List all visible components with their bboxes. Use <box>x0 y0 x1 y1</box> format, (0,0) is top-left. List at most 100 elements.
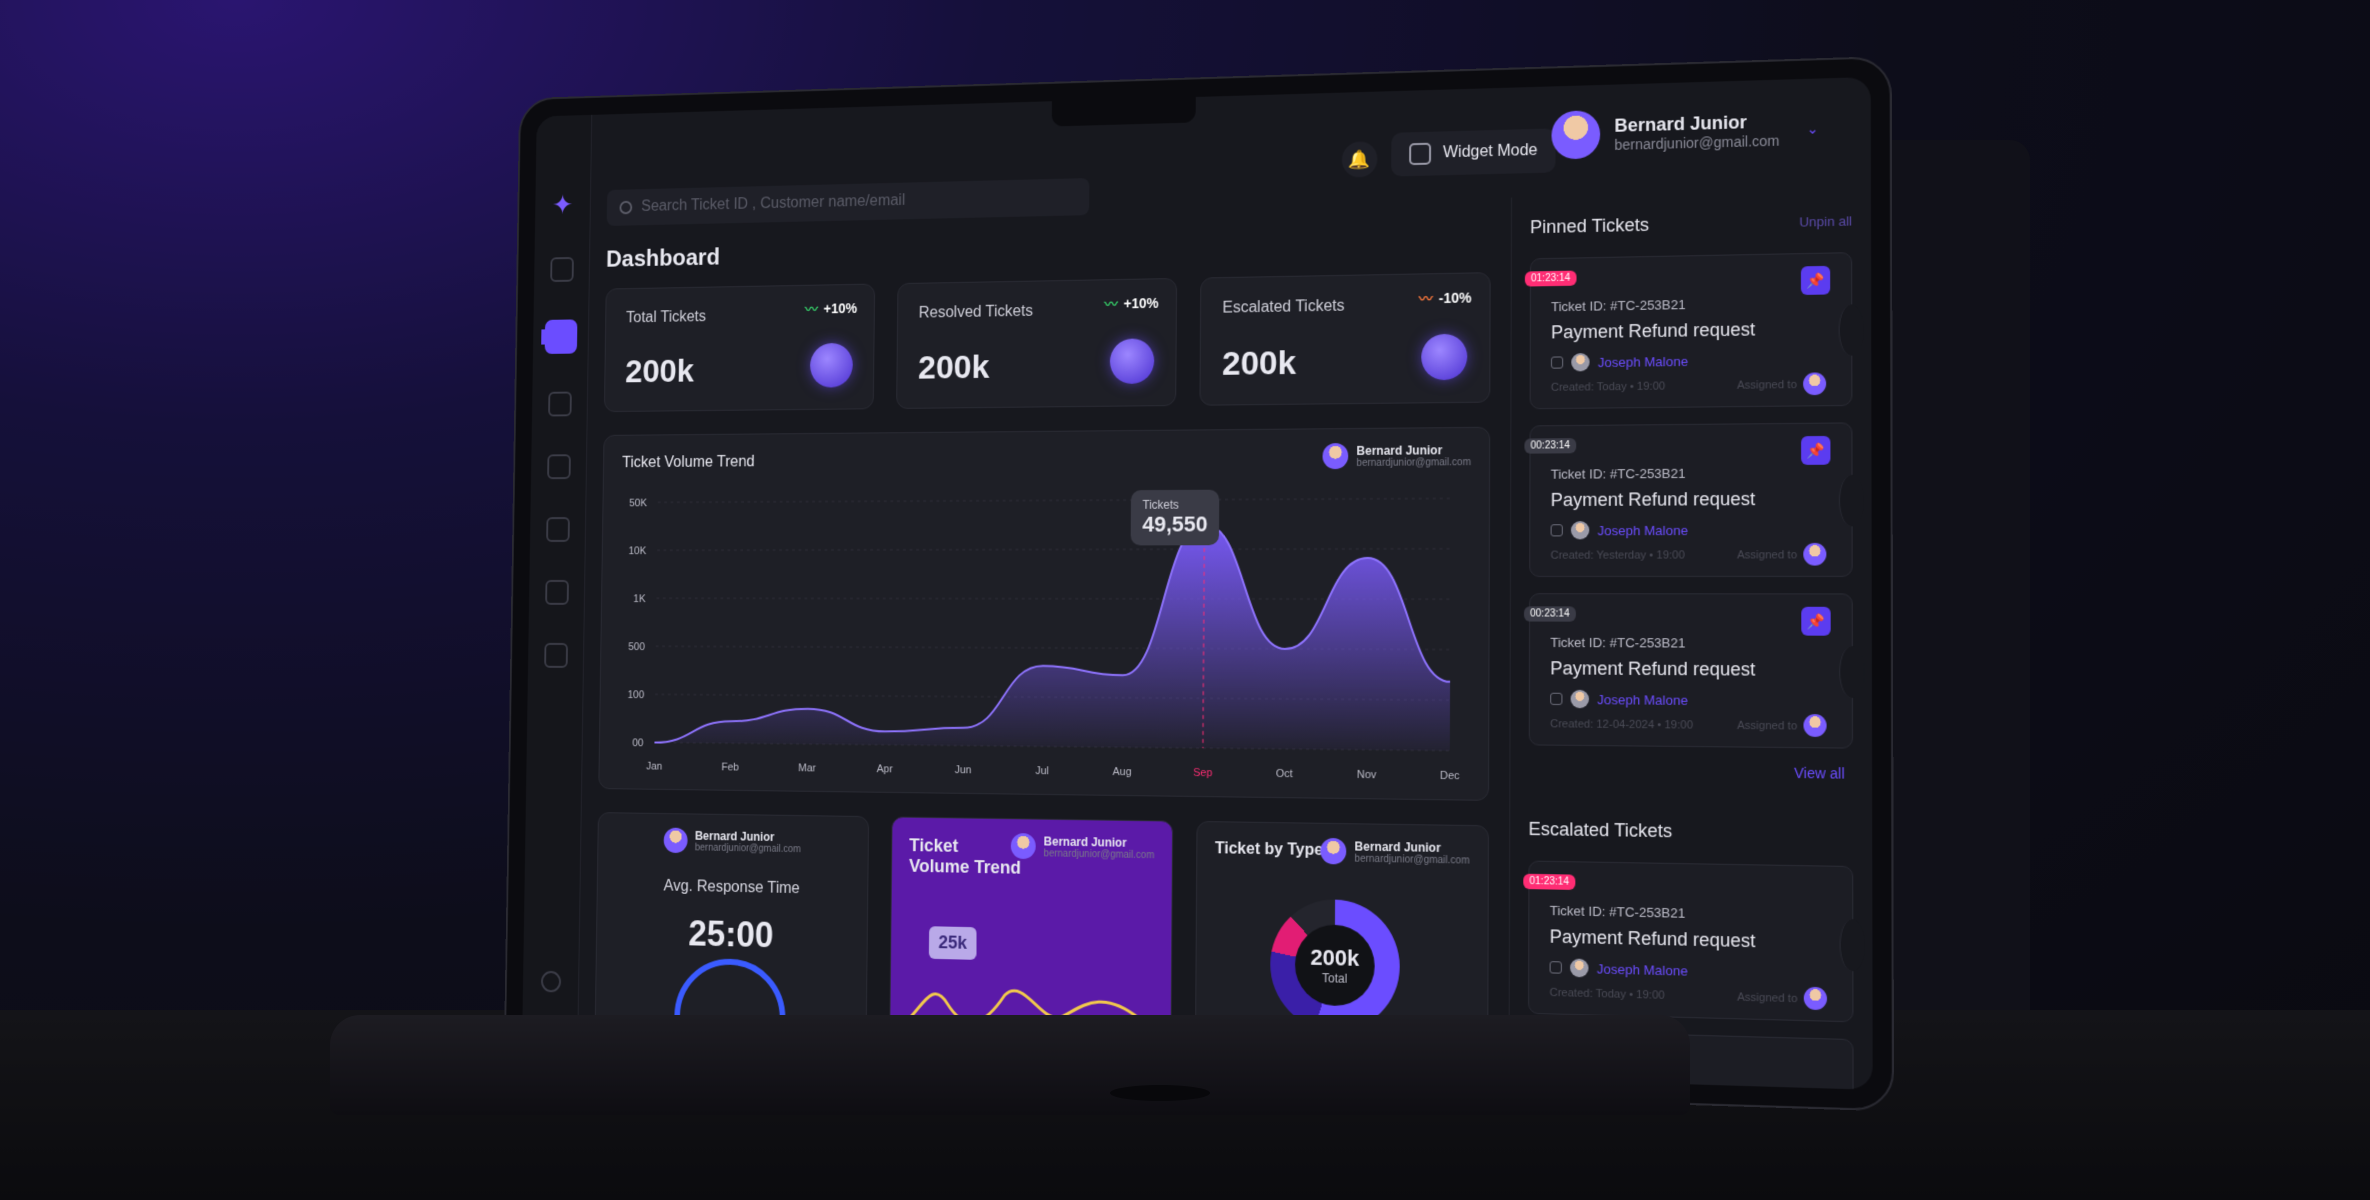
customer-name[interactable]: Joseph Malone <box>1597 522 1689 538</box>
y-tick-label: 10K <box>628 545 646 557</box>
view-all-link[interactable]: View all <box>1794 764 1845 782</box>
customer-name[interactable]: Joseph Malone <box>1596 960 1688 979</box>
owner-email: bernardjunior@gmail.com <box>1354 853 1470 867</box>
pin-icon[interactable]: 📌 <box>1801 435 1831 465</box>
created-time: Created: Yesterday • 19:00 <box>1550 549 1685 562</box>
assigned-label: Assigned to <box>1737 719 1798 733</box>
channel-icon <box>1549 961 1562 974</box>
stat-card-total[interactable]: Total Tickets 200k 〰 +10% <box>603 283 876 413</box>
ticket-id: Ticket ID: #TC-253B21 <box>1549 902 1686 921</box>
ticket-card[interactable]: 01:23:14 Ticket ID: #TC-253B21 Payment R… <box>1523 860 1866 1023</box>
escalated-header: Escalated Tickets <box>1528 819 1853 845</box>
sla-timer-badge: 01:23:14 <box>1524 270 1577 287</box>
chart-owner: Bernard Junior bernardjunior@gmail.com <box>1322 442 1471 470</box>
search-bar[interactable]: Search Ticket ID , Customer name/email <box>606 178 1090 226</box>
main-content: Dashboard Total Tickets 200k 〰 +10% Reso… <box>594 228 1491 1078</box>
notification-bell-icon[interactable]: 🔔 <box>1341 141 1378 178</box>
trend-down-icon: 〰 <box>1418 290 1433 307</box>
escalated-title: Escalated Tickets <box>1528 818 1673 842</box>
y-tick-label: 500 <box>628 641 645 653</box>
search-icon <box>619 200 633 215</box>
avatar <box>1322 443 1349 470</box>
chevron-down-icon[interactable]: ⌄ <box>1806 119 1819 137</box>
card-owner: Bernard Junior bernardjunior@gmail.com <box>1011 833 1154 861</box>
stat-card-escalated[interactable]: Escalated Tickets 200k 〰 -10% <box>1199 272 1491 406</box>
avatar[interactable] <box>1803 542 1827 566</box>
pin-icon[interactable]: 📌 <box>1800 265 1831 295</box>
ticket-title: Payment Refund request <box>1551 319 1756 343</box>
ticket-customer: Joseph Malone <box>1550 520 1831 540</box>
trend-value: +10% <box>1123 294 1159 312</box>
stats-row: Total Tickets 200k 〰 +10% Resolved Ticke… <box>603 272 1491 413</box>
pin-icon[interactable]: 📌 <box>1801 606 1831 636</box>
y-tick-label: 50K <box>629 497 647 509</box>
area-series[interactable] <box>654 523 1451 751</box>
chart-tooltip: Tickets 49,550 <box>1130 489 1220 546</box>
ticket-id: Ticket ID: #TC-253B21 <box>1550 634 1686 651</box>
trend-badge: 〰 -10% <box>1419 288 1472 309</box>
ticket-notch <box>1838 304 1864 356</box>
created-time: Created: 12-04-2024 • 19:00 <box>1550 718 1693 732</box>
trend-value: -10% <box>1438 289 1472 307</box>
laptop-base <box>330 1015 1690 1115</box>
avatar[interactable] <box>1803 714 1827 737</box>
widget-mode-button[interactable]: Widget Mode <box>1391 128 1556 177</box>
ticket-notch <box>1839 646 1865 698</box>
widget-mode-label: Widget Mode <box>1442 141 1538 162</box>
right-panel: Pinned Tickets Unpin all 01:23:14 📌 Tick… <box>1508 189 1873 1090</box>
avatar[interactable] <box>1803 372 1827 396</box>
avatar <box>1320 837 1347 865</box>
x-tick-label: Jan <box>646 760 662 772</box>
sidebar-item-apps-icon[interactable] <box>544 580 569 605</box>
customer-name[interactable]: Joseph Malone <box>1597 691 1688 708</box>
pinned-header: Pinned Tickets Unpin all <box>1530 210 1852 238</box>
created-time: Created: Today • 19:00 <box>1550 380 1666 394</box>
x-tick-label: Jul <box>1035 765 1049 777</box>
settings-icon[interactable] <box>540 970 561 993</box>
y-tick-label: 100 <box>627 689 644 701</box>
sla-timer-badge: 01:23:14 <box>1523 873 1576 890</box>
unpin-all-link[interactable]: Unpin all <box>1799 213 1853 230</box>
donut-chart[interactable]: 200k Total <box>1269 898 1401 1033</box>
donut-total-value: 200k <box>1310 944 1360 971</box>
sidebar-item-tickets-icon[interactable] <box>549 256 574 283</box>
y-tick-label: 1K <box>633 593 645 605</box>
stat-card-resolved[interactable]: Resolved Tickets 200k 〰 +10% <box>896 277 1178 409</box>
pinned-ticket-list: 01:23:14 📌 Ticket ID: #TC-253B21 Payment… <box>1523 252 1865 749</box>
card-title: Ticket Volume Trend <box>908 835 1021 878</box>
logo-icon[interactable]: ✦ <box>551 189 574 220</box>
owner-name: Bernard Junior <box>1354 838 1441 855</box>
x-tick-label: Nov <box>1357 769 1377 782</box>
ticket-card[interactable]: 00:23:14 📌 Ticket ID: #TC-253B21 Payment… <box>1523 593 1865 749</box>
avatar <box>663 827 688 854</box>
avatar[interactable] <box>1803 986 1827 1011</box>
ticket-card[interactable]: 00:23:14 📌 Ticket ID: #TC-253B21 Payment… <box>1524 422 1865 577</box>
assigned-label: Assigned to <box>1737 378 1797 392</box>
trend-badge: 〰 +10% <box>805 298 857 318</box>
sidebar-item-dashboard-icon[interactable] <box>544 319 577 355</box>
user-menu[interactable]: Bernard Junior bernardjunior@gmail.com ⌄ <box>1551 104 1819 160</box>
sidebar-item-queue-icon[interactable] <box>547 391 572 417</box>
assigned-label: Assigned to <box>1737 991 1798 1006</box>
sla-timer-badge: 00:23:14 <box>1524 438 1577 454</box>
tooltip-value: 49,550 <box>1142 511 1208 537</box>
sidebar-item-customers-icon[interactable] <box>546 454 571 480</box>
ticket-id: Ticket ID: #TC-253B21 <box>1551 296 1686 315</box>
grid-line <box>658 498 1451 502</box>
customer-name[interactable]: Joseph Malone <box>1597 353 1689 370</box>
response-time-card[interactable]: Bernard Junior bernardjunior@gmail.com A… <box>594 812 870 1042</box>
sidebar-item-announcements-icon[interactable] <box>543 642 568 668</box>
ticket-customer: Joseph Malone <box>1550 689 1831 710</box>
ticket-title: Payment Refund request <box>1550 488 1756 511</box>
x-tick-label: Dec <box>1440 770 1460 783</box>
avatar <box>1570 689 1590 709</box>
response-label: Avg. Response Time <box>663 877 800 898</box>
owner-name: Bernard Junior <box>1356 442 1443 458</box>
area-chart[interactable]: 00 100 500 1K 10K 50K Jan Feb Mar Apr Jun Jul Aug Sep… <box>608 468 1471 791</box>
donut-center: 200k Total <box>1294 924 1375 1007</box>
search-input[interactable]: Search Ticket ID , Customer name/email <box>641 192 906 215</box>
trend-badge: 〰 +10% <box>1104 293 1158 314</box>
sidebar-item-analytics-icon[interactable] <box>545 517 570 542</box>
ticket-card[interactable]: 01:23:14 📌 Ticket ID: #TC-253B21 Payment… <box>1524 252 1864 410</box>
x-tick-label: Jun <box>955 764 972 776</box>
